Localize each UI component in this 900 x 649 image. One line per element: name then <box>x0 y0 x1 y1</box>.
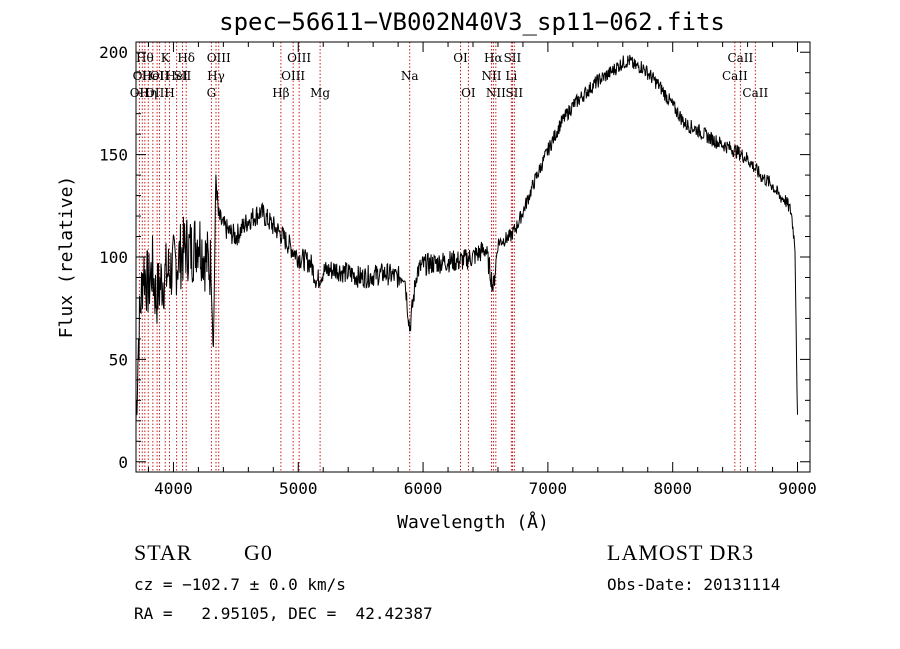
line-label: Hγ <box>207 69 225 83</box>
line-label: CaII <box>727 51 753 65</box>
line-label: Hδ <box>177 51 195 65</box>
line-label: NII <box>486 86 506 100</box>
coordinates: RA = 2.95105, DEC = 42.42387 <box>134 604 433 623</box>
line-label: Hβ <box>272 86 289 100</box>
y-tick-label: 200 <box>99 43 128 62</box>
line-label: H <box>164 86 174 100</box>
x-tick-label: 4000 <box>154 479 193 498</box>
line-label: Mg <box>310 86 330 100</box>
line-label: HeI <box>142 69 165 83</box>
observation-date: Obs-Date: 20131114 <box>607 575 781 594</box>
line-markers <box>138 42 756 472</box>
line-label: SII <box>505 86 523 100</box>
chart-title: spec−56611−VB002N40V3_sp11−062.fits <box>219 8 725 36</box>
line-label: OIII <box>287 51 311 65</box>
line-label: CaII <box>722 69 748 83</box>
line-label: Hα <box>484 51 503 65</box>
line-label: Hθ <box>136 51 154 65</box>
x-tick-label: 7000 <box>529 479 568 498</box>
spectrum-series <box>135 54 798 422</box>
line-label: CaII <box>742 86 768 100</box>
line-label: Hη <box>139 86 157 100</box>
y-tick-label: 0 <box>118 453 128 472</box>
object-type: STAR <box>134 540 193 565</box>
x-tick-label: 5000 <box>279 479 318 498</box>
x-tick-label: 6000 <box>404 479 443 498</box>
y-tick-label: 100 <box>99 248 128 267</box>
line-label: OII <box>150 69 170 83</box>
x-axis-label: Wavelength (Å) <box>397 511 549 533</box>
y-tick-label: 150 <box>99 146 128 165</box>
line-label: K <box>161 51 171 65</box>
redshift-velocity: cz = −102.7 ± 0.0 km/s <box>134 575 346 594</box>
line-label: G <box>207 86 217 100</box>
x-tick-label: 8000 <box>653 479 692 498</box>
y-axis-label: Flux (relative) <box>56 176 77 339</box>
line-label: HeI <box>166 69 189 83</box>
spectrum-line <box>135 54 798 422</box>
line-label: OI <box>453 51 468 65</box>
line-label: OIII <box>207 51 231 65</box>
line-label: OI <box>461 86 476 100</box>
axes: 4000 5000 6000 7000 8000 9000 0 50 100 150 200 <box>99 42 817 498</box>
line-labels: OIIOIIHθHηHeIOIIIOIIKHHeISIIHδGHγOIIIHβO… <box>130 51 769 100</box>
y-tick-label: 50 <box>109 350 128 369</box>
line-label: SII <box>504 51 522 65</box>
line-label: OIII <box>145 86 169 100</box>
object-class: G0 <box>244 540 273 565</box>
line-label: NII <box>481 69 501 83</box>
line-label: SII <box>174 69 192 83</box>
line-label: Li <box>505 69 517 83</box>
x-tick-label: 9000 <box>778 479 817 498</box>
plot-frame <box>135 41 811 473</box>
line-label: OIII <box>281 69 305 83</box>
survey-name: LAMOST DR3 <box>607 540 755 565</box>
line-label: Na <box>401 69 419 83</box>
